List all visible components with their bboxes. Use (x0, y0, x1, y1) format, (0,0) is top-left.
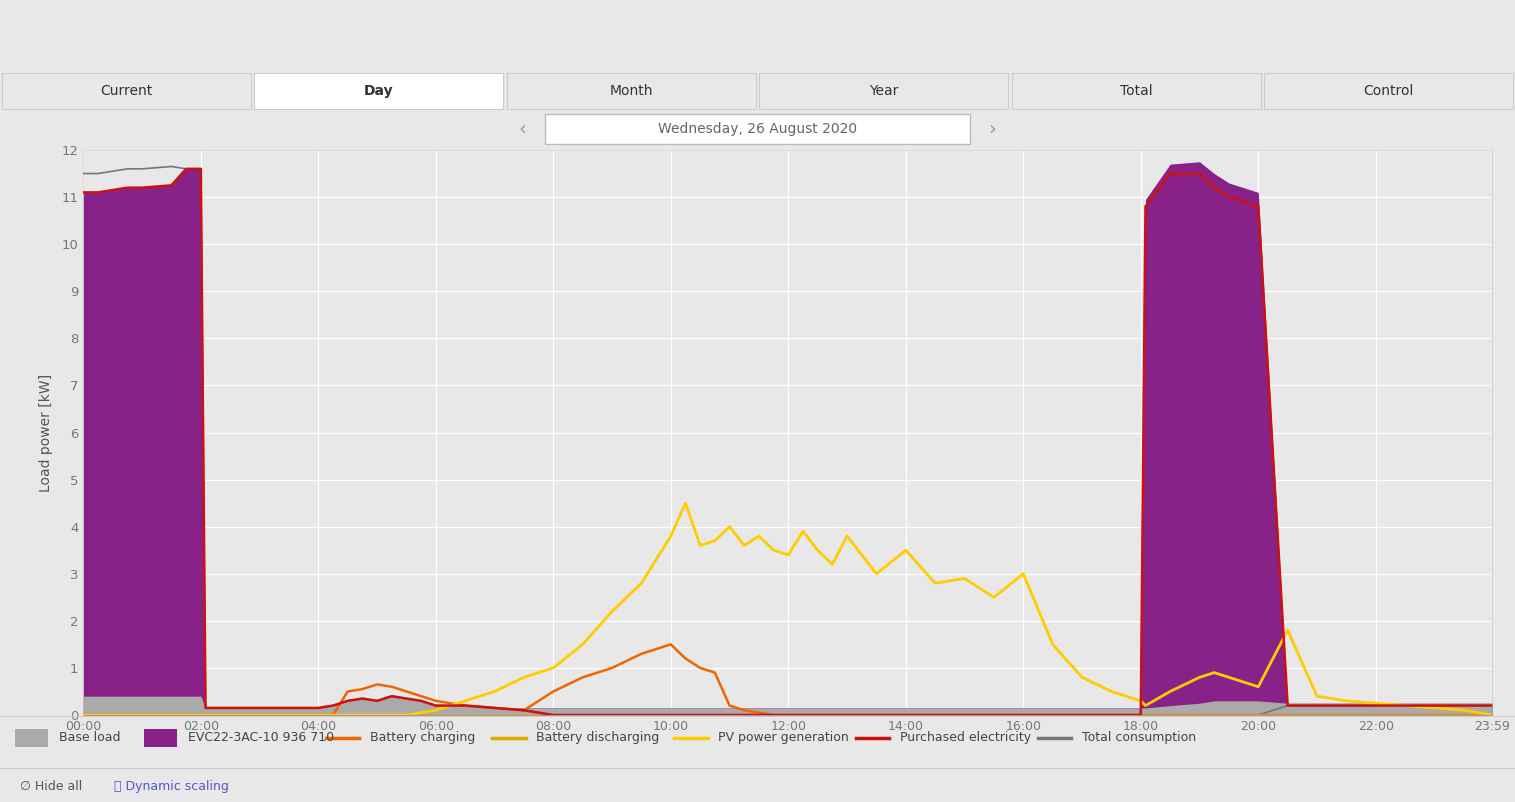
Text: 📊 Dynamic scaling: 📊 Dynamic scaling (114, 780, 229, 792)
Text: ‹: ‹ (518, 119, 527, 139)
Text: EVC22-3AC-10 936 710: EVC22-3AC-10 936 710 (188, 731, 333, 744)
FancyBboxPatch shape (255, 73, 503, 109)
Y-axis label: Load power [kW]: Load power [kW] (39, 374, 53, 492)
Bar (144, 728, 177, 747)
Text: Current: Current (100, 84, 153, 98)
Text: PV power generation: PV power generation (718, 731, 848, 744)
Bar (15, 728, 48, 747)
FancyBboxPatch shape (1264, 73, 1513, 109)
Text: Battery charging: Battery charging (370, 731, 474, 744)
Text: Total consumption: Total consumption (1082, 731, 1195, 744)
Text: ›: › (988, 119, 997, 139)
Text: Control: Control (1364, 84, 1413, 98)
Text: Total: Total (1120, 84, 1153, 98)
FancyBboxPatch shape (759, 73, 1009, 109)
Text: Base load: Base load (59, 731, 121, 744)
Text: Month: Month (609, 84, 653, 98)
Text: ∅ Hide all: ∅ Hide all (20, 780, 82, 792)
Text: Wednesday, 26 August 2020: Wednesday, 26 August 2020 (658, 122, 857, 136)
Text: Day: Day (364, 84, 394, 98)
FancyBboxPatch shape (545, 114, 970, 144)
Text: Battery discharging: Battery discharging (536, 731, 659, 744)
FancyBboxPatch shape (506, 73, 756, 109)
Text: Purchased electricity: Purchased electricity (900, 731, 1032, 744)
FancyBboxPatch shape (1012, 73, 1260, 109)
FancyBboxPatch shape (2, 73, 251, 109)
Text: Year: Year (870, 84, 898, 98)
